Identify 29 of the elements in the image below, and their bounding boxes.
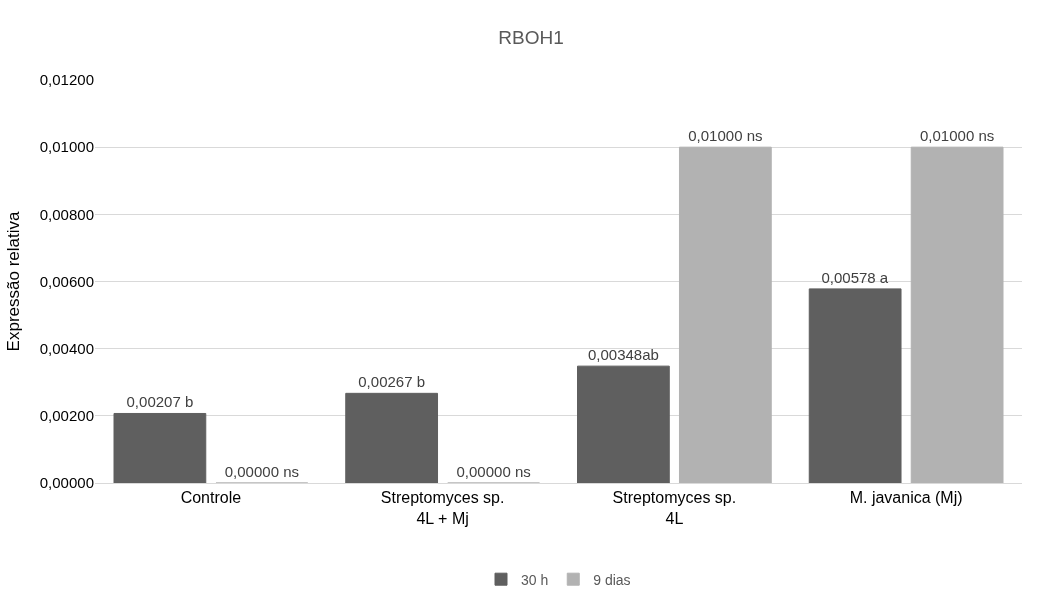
x-tick-label: Streptomyces sp. 4L: [612, 489, 737, 527]
y-tick-label: 0,01000: [39, 138, 94, 156]
data-label: 0,01000 ns: [688, 127, 763, 145]
legend-label: 30 h: [521, 571, 549, 588]
bar: [910, 146, 1004, 483]
bar: [577, 365, 670, 483]
data-label: 0,01000 ns: [919, 127, 995, 145]
data-label: 0,00267 b: [358, 373, 426, 391]
x-tick-label: Streptomyces sp. 4L + Mj: [380, 489, 505, 527]
bar: [345, 392, 439, 483]
data-label: 0,00000 ns: [456, 463, 531, 480]
data-label: 0,00348ab: [587, 346, 659, 364]
bar: [113, 412, 207, 483]
x-tick-label: Controle: [180, 489, 242, 507]
data-label: 0,00578 a: [821, 268, 889, 286]
data-label: 0,00000 ns: [224, 463, 299, 480]
x-tick-label: M. javanica (Mj): [849, 489, 963, 507]
y-tick-label: 0,00600: [39, 272, 94, 290]
bar: [678, 146, 772, 483]
y-tick-label: 0,00800: [39, 205, 94, 223]
chart-title: RBOH1: [498, 26, 564, 48]
y-tick-label: 0,00200: [39, 407, 94, 425]
y-tick-label: 0,00000: [39, 474, 94, 492]
bar: [808, 288, 902, 483]
y-tick-label: 0,01200: [39, 71, 94, 89]
legend-label: 9 dias: [593, 571, 631, 588]
y-axis-title: Expressão relativa: [4, 211, 24, 352]
y-tick-label: 0,00400: [39, 339, 94, 357]
data-label: 0,00207 b: [126, 393, 194, 411]
